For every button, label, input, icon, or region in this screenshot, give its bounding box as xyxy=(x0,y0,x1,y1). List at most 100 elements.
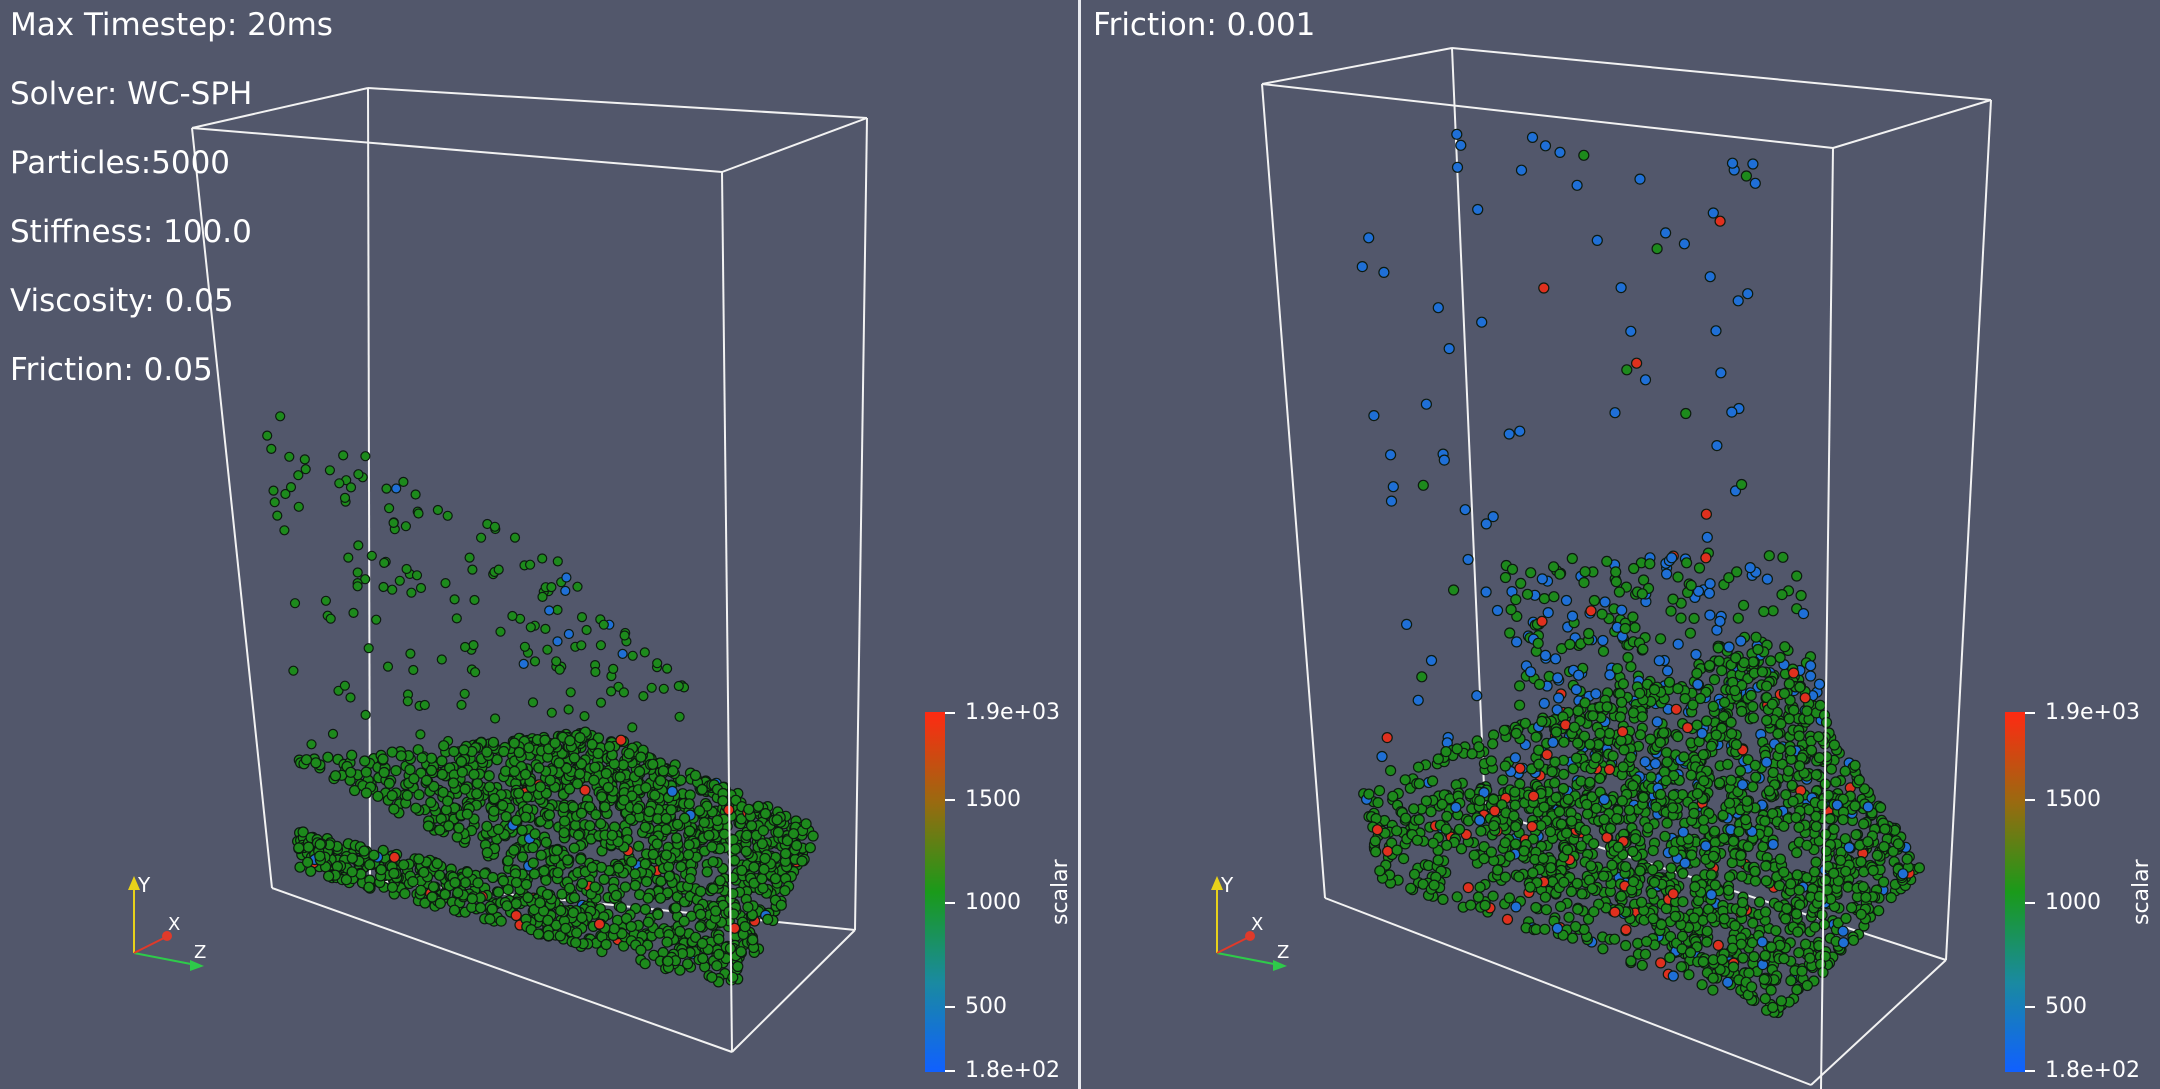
particle xyxy=(1653,655,1665,667)
particle xyxy=(1708,673,1721,686)
particle xyxy=(1607,750,1619,762)
particle xyxy=(1735,635,1747,647)
particle xyxy=(1539,140,1552,152)
particle xyxy=(1588,906,1600,918)
particle xyxy=(1381,731,1393,744)
particle xyxy=(1726,406,1738,418)
particle xyxy=(1540,904,1552,916)
particle xyxy=(537,591,548,603)
particle xyxy=(612,862,625,874)
particle xyxy=(1399,774,1411,786)
particle xyxy=(451,831,463,843)
particle xyxy=(729,843,741,855)
domain-box-edge xyxy=(1820,147,1834,1089)
particle xyxy=(713,933,725,945)
particle xyxy=(1793,730,1805,742)
particle xyxy=(620,912,633,925)
particle xyxy=(1417,878,1429,890)
particle xyxy=(1708,825,1721,837)
particle xyxy=(493,564,504,575)
domain-box-edge xyxy=(1261,83,1326,899)
particle xyxy=(748,861,760,873)
particle xyxy=(1779,641,1791,653)
particle xyxy=(1550,791,1562,804)
particle xyxy=(579,710,590,722)
particle xyxy=(689,931,702,943)
particle xyxy=(340,874,352,886)
left-render-viewport[interactable]: Max Timestep: 20ms Solver: WC-SPH Partic… xyxy=(0,0,1078,1089)
particle xyxy=(1680,557,1693,569)
viewport-divider[interactable] xyxy=(1078,0,1081,1089)
particle xyxy=(468,768,480,781)
particle xyxy=(510,876,523,889)
particle xyxy=(1474,814,1486,827)
particle xyxy=(707,856,719,868)
particle xyxy=(1616,604,1628,616)
particle xyxy=(711,960,723,972)
particle xyxy=(571,927,583,939)
particle xyxy=(552,867,564,879)
particle xyxy=(1604,669,1616,681)
particle xyxy=(1499,837,1511,849)
particle xyxy=(1667,802,1679,814)
particle xyxy=(1712,642,1724,654)
orientation-axes-widget: Y X Z xyxy=(128,873,206,971)
particle xyxy=(1655,957,1667,969)
left-particle-scene[interactable] xyxy=(0,0,1078,1089)
particle xyxy=(1847,934,1860,946)
particle xyxy=(453,822,465,834)
particle xyxy=(481,820,493,832)
particle xyxy=(436,768,448,781)
particle xyxy=(586,738,598,751)
particle xyxy=(551,656,562,667)
particle xyxy=(1440,745,1452,758)
particle xyxy=(1566,610,1579,622)
particle xyxy=(1828,823,1840,835)
particle xyxy=(1785,878,1797,890)
particle xyxy=(542,644,553,655)
particle xyxy=(314,838,326,851)
particle xyxy=(1637,791,1650,804)
particle xyxy=(377,753,389,765)
particle xyxy=(599,801,611,813)
particle xyxy=(1637,574,1650,586)
particle xyxy=(1585,605,1597,617)
particle xyxy=(1747,781,1759,793)
particle xyxy=(1797,607,1810,620)
particle xyxy=(262,430,273,441)
particle xyxy=(1678,238,1691,250)
particle xyxy=(595,640,607,651)
particle xyxy=(1510,901,1522,913)
particle xyxy=(289,598,301,609)
particle xyxy=(696,783,708,796)
particle xyxy=(449,876,461,889)
particle xyxy=(527,697,539,708)
right-render-viewport[interactable]: Friction: 0.001 1.9e+03 1500 1000 500 1.… xyxy=(1081,0,2160,1089)
particle xyxy=(1780,789,1792,801)
particle xyxy=(1498,724,1510,736)
domain-box-edge xyxy=(1451,47,1486,811)
particle xyxy=(1787,795,1799,807)
particle xyxy=(381,483,392,494)
particle xyxy=(1692,678,1704,691)
particle xyxy=(1860,891,1872,903)
particle xyxy=(741,829,753,841)
particle xyxy=(1837,814,1849,826)
particle xyxy=(584,820,596,832)
particle xyxy=(1617,678,1630,690)
particle xyxy=(551,844,563,856)
particle xyxy=(471,788,483,800)
particle xyxy=(564,735,576,747)
particle xyxy=(759,807,772,820)
particle xyxy=(552,636,563,647)
particle xyxy=(461,808,473,820)
particle xyxy=(1614,711,1627,723)
particle xyxy=(1549,777,1561,789)
particle xyxy=(451,613,462,624)
particle xyxy=(1725,716,1737,729)
particle xyxy=(410,489,421,500)
particle xyxy=(1862,801,1874,813)
particle xyxy=(458,744,470,756)
right-particle-scene[interactable] xyxy=(1081,0,2160,1089)
particle xyxy=(363,881,375,893)
